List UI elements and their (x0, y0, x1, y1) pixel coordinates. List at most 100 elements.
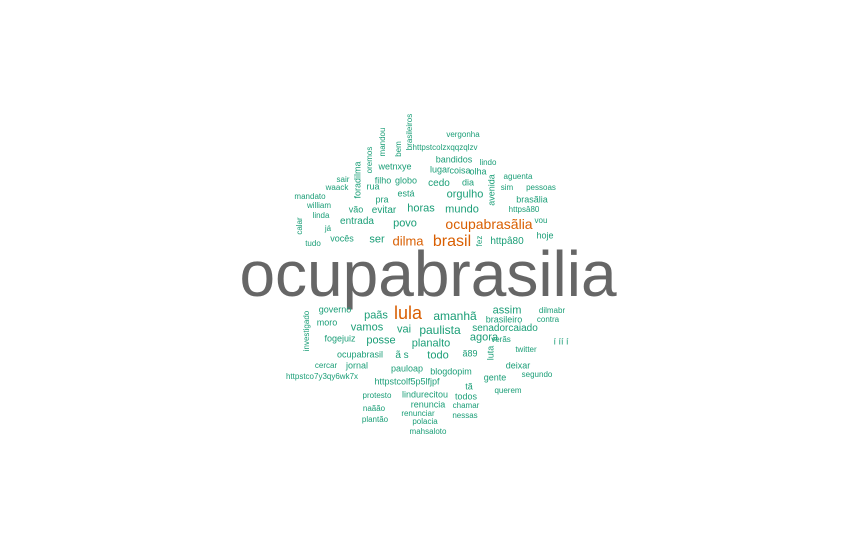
cloud-word: dilmabr (538, 306, 566, 315)
cloud-word: httpâ80 (490, 236, 524, 247)
cloud-word: todos (454, 391, 478, 402)
cloud-word: hoje (536, 230, 554, 241)
cloud-word: posse (366, 334, 396, 347)
cloud-word: httpstcolf5p5lfjpf (374, 376, 440, 387)
cloud-word: renuncia (410, 399, 446, 410)
cloud-word: horas (407, 202, 435, 215)
cloud-word: fogejuiz (324, 333, 356, 344)
cloud-word: lugar (429, 164, 451, 175)
cloud-word: httpstco7y3qy6wk7x (285, 372, 359, 381)
cloud-word: sair (336, 175, 350, 184)
cloud-word: paulista (419, 323, 461, 337)
cloud-word: brasãlia (516, 194, 548, 205)
cloud-word: httpstcolzxqqzqlzv (412, 143, 478, 152)
cloud-word: lindo (479, 158, 497, 167)
cloud-word: filho (374, 175, 392, 186)
cloud-word: vocês (330, 233, 354, 244)
cloud-word: vão (348, 204, 364, 215)
cloud-word: twitter (515, 345, 537, 354)
cloud-word: naãão (362, 404, 386, 413)
cloud-word: planalto (411, 337, 451, 350)
cloud-word: senadorcaiado (472, 323, 538, 334)
cloud-word: cercar (314, 361, 338, 370)
cloud-word: mandato (294, 192, 326, 201)
cloud-word: sim (500, 183, 514, 192)
cloud-word: í íí í (553, 336, 569, 347)
cloud-word: luta (485, 345, 496, 361)
cloud-word: paãs (364, 309, 388, 322)
cloud-word: polacia (412, 417, 438, 426)
cloud-word: segundo (521, 370, 553, 379)
cloud-word: ser (369, 233, 385, 246)
cloud-word: amanhã (433, 309, 477, 323)
cloud-word: todo (427, 349, 449, 362)
cloud-word: já (324, 224, 332, 233)
cloud-word: vou (534, 216, 548, 225)
cloud-word: foradilma (352, 161, 363, 199)
cloud-word: deixar (505, 360, 531, 371)
cloud-word: orgulho (446, 188, 484, 201)
cloud-word: povo (393, 217, 417, 230)
cloud-word: pessoas (526, 183, 556, 192)
cloud-word: avenida (486, 174, 497, 206)
cloud-word: ocupabrasilia (239, 238, 617, 310)
cloud-word: rua (366, 181, 380, 192)
cloud-word: aguenta (503, 172, 533, 181)
cloud-word: ã89 (462, 348, 478, 359)
cloud-word: jornal (345, 360, 369, 371)
cloud-word: assim (492, 304, 522, 317)
cloud-word: wetnxye (378, 161, 412, 172)
cloud-word: tudo (305, 239, 321, 248)
cloud-word: agora (469, 331, 499, 344)
cloud-word: coisa (449, 165, 471, 176)
cloud-word: chamar (452, 401, 480, 410)
cloud-word: bem (394, 141, 403, 157)
cloud-word: globo (394, 175, 418, 186)
cloud-word: plantão (361, 415, 389, 424)
cloud-word: brasil (432, 233, 472, 250)
cloud-word: verãs (491, 335, 511, 344)
cloud-word: nessas (452, 411, 478, 420)
cloud-word: httpsâ80 (508, 205, 540, 214)
cloud-word: mahsaloto (409, 427, 447, 436)
cloud-word: mundo (445, 203, 479, 216)
cloud-word: protesto (362, 391, 392, 400)
cloud-word: lula (393, 303, 423, 323)
cloud-word: evitar (371, 205, 397, 216)
cloud-word: calar (295, 217, 304, 235)
cloud-word: dilma (392, 233, 424, 249)
cloud-word: pauloap (390, 363, 424, 374)
cloud-word: renunciar (401, 409, 435, 418)
cloud-word: vamos (350, 321, 384, 334)
cloud-word: waack (325, 183, 349, 192)
cloud-word: bandidos (435, 154, 473, 165)
cloud-word: entrada (340, 216, 374, 227)
cloud-word: oremos (365, 146, 374, 174)
cloud-word: lindurecitou (401, 389, 449, 400)
cloud-word: querem (494, 386, 522, 395)
cloud-word: investigado (302, 310, 311, 352)
cloud-word: está (397, 188, 415, 199)
cloud-word: blogdopim (430, 366, 472, 377)
cloud-word: ã s (395, 350, 409, 361)
cloud-word: mandou (378, 127, 387, 157)
cloud-word: contra (536, 315, 560, 324)
cloud-word: olha (469, 166, 487, 177)
cloud-word: moro (316, 317, 338, 328)
cloud-word: dia (461, 177, 475, 188)
cloud-word: linda (312, 211, 330, 220)
cloud-word: tã (465, 381, 473, 392)
cloud-word: vergonha (446, 130, 480, 139)
cloud-word: governo (318, 304, 352, 315)
cloud-word: fez (475, 235, 484, 247)
cloud-word: william (307, 201, 331, 210)
cloud-word: ocupabrasãlia (445, 216, 533, 232)
cloud-word: cedo (428, 178, 450, 189)
cloud-word: gente (483, 372, 507, 383)
cloud-word: brasileiro (485, 314, 523, 325)
cloud-word: vai (396, 323, 412, 336)
cloud-word: brasileiros (405, 113, 414, 151)
cloud-word: ocupabrasil (336, 349, 384, 360)
cloud-word: pra (375, 194, 389, 205)
